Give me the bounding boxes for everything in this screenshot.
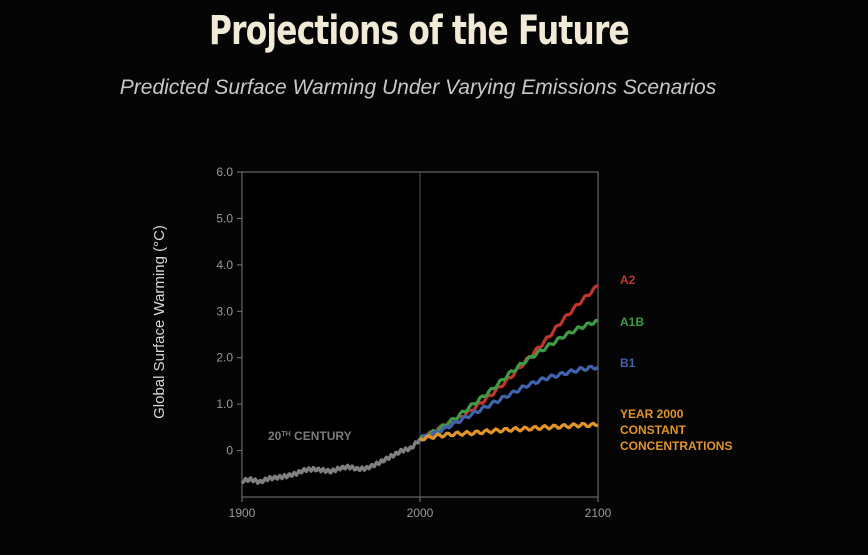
series-label-line: CONSTANT <box>620 423 686 437</box>
x-tick-label: 1900 <box>229 506 256 520</box>
y-tick-label: 2.0 <box>216 351 233 365</box>
annotation-20th-century: 20TH CENTURY <box>268 429 352 443</box>
series-line-b1 <box>419 364 600 442</box>
x-tick-label: 2100 <box>585 506 612 520</box>
series-line-20th-century <box>240 438 422 485</box>
y-tick-label: 4.0 <box>216 258 233 272</box>
series-line-a1b <box>418 318 599 441</box>
series-label-b1: B1 <box>620 356 636 370</box>
y-tick-label: 0 <box>226 444 233 458</box>
y-tick-label: 5.0 <box>216 211 233 225</box>
y-tick-label: 3.0 <box>216 304 233 318</box>
series-label-line: YEAR 2000 <box>620 407 684 421</box>
x-tick-label: 2000 <box>407 506 434 520</box>
y-tick-label: 6.0 <box>216 165 233 179</box>
y-tick-label: 1.0 <box>216 397 233 411</box>
page-subtitle: Predicted Surface Warming Under Varying … <box>119 76 717 99</box>
y-axis-label: Global Surface Warming (°C) <box>151 225 168 419</box>
series-label-a1b: A1B <box>620 315 644 329</box>
page-title: Projections of the Future <box>209 8 630 54</box>
series-label-line: CONCENTRATIONS <box>620 439 732 453</box>
series-label-a2: A2 <box>620 273 636 287</box>
series-line-year-2000-constant-concentrations <box>418 421 599 442</box>
